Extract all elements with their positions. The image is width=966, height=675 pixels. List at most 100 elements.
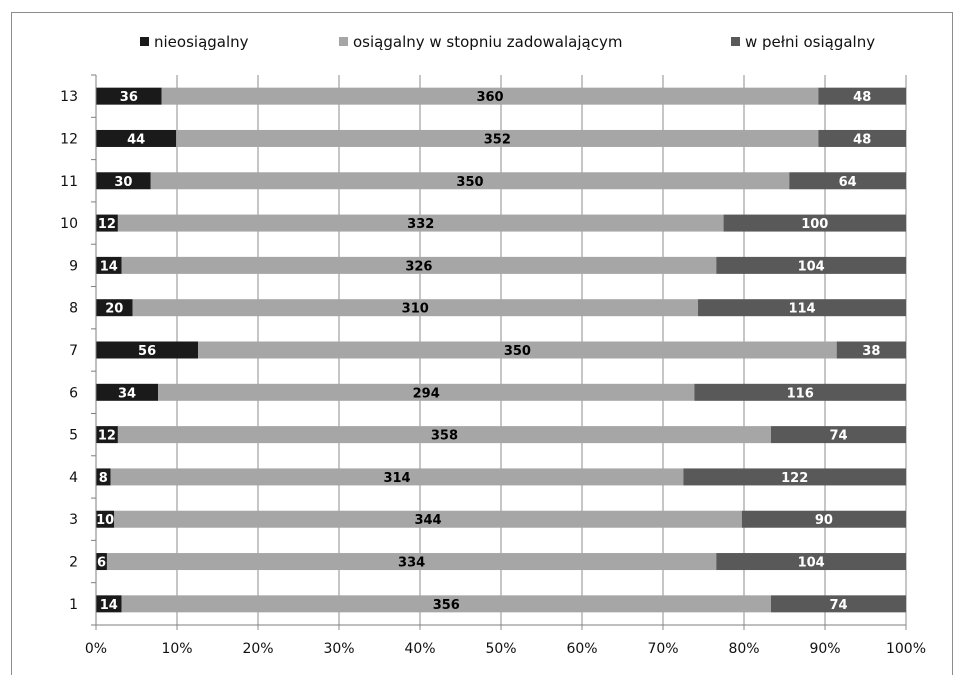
- data-label: 14: [100, 259, 118, 274]
- data-label: 64: [839, 175, 857, 190]
- bar-segment: [716, 553, 906, 571]
- data-label: 44: [127, 132, 145, 147]
- bar-segment: [158, 383, 695, 401]
- bar-segment: [96, 426, 118, 444]
- data-label: 352: [484, 132, 511, 147]
- bar-segment: [818, 87, 906, 105]
- bar-segment: [96, 383, 159, 401]
- y-tick-label: 9: [69, 258, 78, 274]
- data-label: 310: [402, 302, 429, 317]
- data-label: 6: [97, 556, 106, 571]
- data-label: 294: [413, 386, 440, 401]
- bar-segment: [121, 256, 717, 274]
- bar-segment: [96, 299, 133, 317]
- data-label: 20: [105, 302, 123, 317]
- bar-segment: [698, 299, 906, 317]
- legend-swatch: [731, 37, 740, 46]
- data-label: 48: [853, 90, 871, 105]
- x-tick-label: 50%: [485, 641, 516, 657]
- data-label: 332: [407, 217, 434, 232]
- y-tick-label: 2: [69, 555, 78, 571]
- bar-segment: [96, 172, 151, 190]
- data-label: 344: [414, 513, 441, 528]
- data-label: 100: [801, 217, 828, 232]
- bar-segment: [683, 468, 906, 486]
- data-label: 74: [829, 429, 847, 444]
- y-tick-label: 13: [60, 89, 78, 105]
- bar-segment: [96, 87, 162, 105]
- data-label: 114: [788, 302, 815, 317]
- data-labels: 14 356 74 6 334 104 10 344 90 8 314 122 12 358 74 34 294…: [96, 90, 880, 613]
- y-tick-label: 5: [69, 428, 78, 444]
- data-label: 334: [398, 556, 425, 571]
- bar-segment: [96, 129, 177, 147]
- bars: [96, 87, 906, 613]
- bar-segment: [96, 256, 122, 274]
- bar-segment: [132, 299, 699, 317]
- data-label: 326: [405, 259, 432, 274]
- data-label: 350: [456, 175, 483, 190]
- x-tick-label: 30%: [323, 641, 354, 657]
- axes: 0% 10% 20% 30% 40% 50% 60% 70% 80% 90% 100%1234567…: [60, 74, 926, 657]
- y-tick-label: 6: [69, 385, 78, 401]
- legend-swatch: [140, 37, 149, 46]
- bar-segment: [836, 341, 906, 359]
- data-label: 30: [114, 175, 132, 190]
- data-label: 74: [829, 598, 847, 613]
- y-tick-label: 3: [69, 512, 78, 528]
- legend-label: w pełni osiągalny: [745, 33, 875, 51]
- bar-segment: [741, 510, 906, 528]
- x-tick-label: 70%: [647, 641, 678, 657]
- data-label: 358: [431, 429, 458, 444]
- legend-label: osiągalny w stopniu zadowalającym: [353, 33, 622, 51]
- legend-swatch: [339, 37, 348, 46]
- x-tick-label: 20%: [242, 641, 273, 657]
- legend-label: nieosiągalny: [154, 33, 249, 51]
- data-label: 104: [798, 259, 825, 274]
- data-label: 104: [798, 556, 825, 571]
- legend: nieosiągalny osiągalny w stopniu zadowala…: [140, 33, 875, 51]
- bar-segment: [96, 510, 115, 528]
- bar-segment: [818, 129, 906, 147]
- data-label: 360: [476, 90, 503, 105]
- y-tick-label: 8: [69, 301, 78, 317]
- bar-segment: [114, 510, 742, 528]
- data-label: 350: [504, 344, 531, 359]
- x-tick-label: 100%: [886, 641, 926, 657]
- x-tick-label: 10%: [161, 641, 192, 657]
- data-label: 34: [118, 386, 136, 401]
- data-label: 314: [383, 471, 410, 486]
- bar-segment: [771, 426, 906, 444]
- y-tick-label: 1: [69, 597, 78, 613]
- bar-segment: [96, 553, 107, 571]
- data-label: 116: [787, 386, 814, 401]
- data-label: 14: [100, 598, 118, 613]
- data-label: 48: [853, 132, 871, 147]
- y-tick-label: 10: [60, 216, 78, 232]
- x-tick-label: 90%: [809, 641, 840, 657]
- data-label: 8: [99, 471, 108, 486]
- x-tick-label: 40%: [404, 641, 435, 657]
- bar-segment: [789, 172, 906, 190]
- bar-segment: [150, 172, 790, 190]
- bar-segment: [106, 553, 717, 571]
- bar-segment: [121, 595, 772, 613]
- data-label: 122: [781, 471, 808, 486]
- bar-segment: [198, 341, 837, 359]
- data-label: 12: [98, 217, 116, 232]
- y-tick-label: 11: [60, 174, 78, 190]
- x-tick-label: 60%: [566, 641, 597, 657]
- bar-segment: [96, 214, 118, 232]
- bar-segment: [110, 468, 684, 486]
- data-label: 36: [120, 90, 138, 105]
- data-label: 38: [862, 344, 880, 359]
- data-label: 10: [96, 513, 114, 528]
- data-label: 56: [138, 344, 156, 359]
- bar-segment: [771, 595, 906, 613]
- bar-segment: [723, 214, 906, 232]
- y-tick-label: 4: [69, 470, 78, 486]
- data-label: 356: [433, 598, 460, 613]
- x-tick-label: 0%: [85, 641, 107, 657]
- data-label: 12: [98, 429, 116, 444]
